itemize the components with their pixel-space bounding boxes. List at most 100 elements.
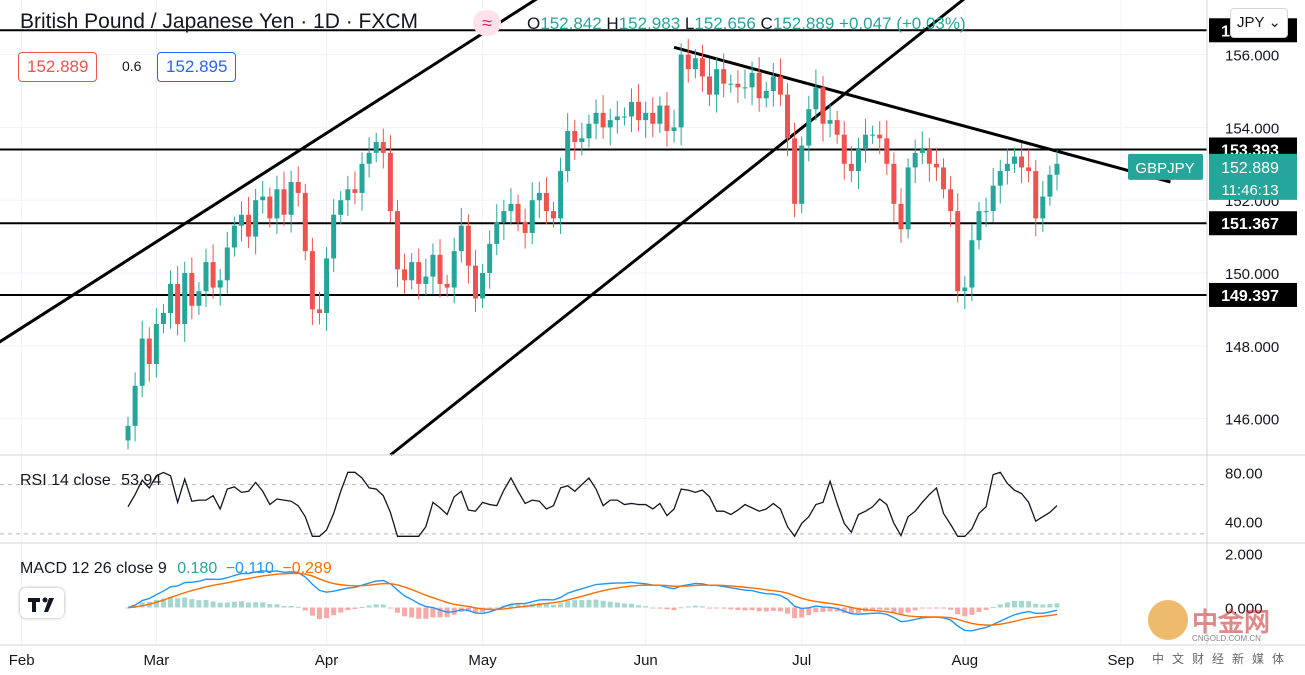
candle-body bbox=[352, 189, 358, 193]
price-tick-label: 154.000 bbox=[1225, 120, 1279, 137]
macd-histogram-bar bbox=[430, 607, 436, 618]
candle-body bbox=[295, 182, 301, 193]
cngold-logo-icon bbox=[1148, 600, 1188, 640]
candle-body bbox=[941, 167, 947, 190]
trendline bbox=[673, 45, 1171, 184]
candle-body bbox=[529, 200, 535, 233]
rsi-value: 53.94 bbox=[121, 472, 162, 489]
candle-body bbox=[933, 163, 939, 168]
currency-dropdown[interactable]: JPY ⌄ bbox=[1230, 8, 1288, 38]
candle-body bbox=[1054, 163, 1060, 175]
price-tick-label: 148.000 bbox=[1225, 339, 1279, 356]
candle-body bbox=[728, 83, 734, 85]
candle-body bbox=[387, 152, 393, 212]
macd-histogram-bar bbox=[579, 600, 585, 608]
macd-histogram-bar bbox=[983, 607, 989, 610]
macd-histogram-bar bbox=[792, 607, 798, 619]
time-tick-label: Aug bbox=[951, 652, 978, 669]
macd-histogram-bar bbox=[721, 607, 727, 609]
macd-histogram-bar bbox=[316, 607, 322, 620]
macd-histogram-bar bbox=[941, 607, 947, 609]
time-tick-label: Sep bbox=[1107, 652, 1134, 669]
signal-line bbox=[127, 572, 1058, 626]
wave-icon[interactable]: ≈ bbox=[473, 10, 501, 36]
rsi-pane: 80.00 40.00 bbox=[0, 465, 1263, 538]
macd-histogram-bar bbox=[139, 602, 145, 608]
candle-body bbox=[189, 273, 195, 306]
candle-body bbox=[742, 87, 748, 89]
candle-body bbox=[558, 171, 564, 219]
candle-body bbox=[175, 283, 181, 324]
candle-body bbox=[1011, 156, 1017, 164]
macd-histogram-bar bbox=[281, 605, 287, 608]
rsi-tick-label: 80.00 bbox=[1225, 465, 1263, 482]
candle-body bbox=[316, 309, 322, 314]
macd-histogram-bar bbox=[671, 607, 677, 611]
macd-histogram-bar bbox=[919, 607, 925, 609]
candle-body bbox=[699, 58, 705, 77]
macd-pane: 2.000 0.000 bbox=[125, 546, 1263, 632]
candle-body bbox=[990, 185, 996, 212]
macd-histogram-bar bbox=[699, 606, 705, 608]
cngold-watermark: 中金网 CNGOLD.COM.CN 中文财经新媒体 bbox=[1148, 600, 1298, 670]
candle-body bbox=[501, 211, 507, 223]
tradingview-logo[interactable] bbox=[20, 588, 64, 618]
candle-body bbox=[707, 76, 713, 95]
macd-histogram-bar bbox=[997, 604, 1003, 608]
macd-histogram-bar bbox=[707, 607, 713, 609]
macd-line bbox=[127, 570, 1058, 632]
candle-body bbox=[224, 247, 230, 281]
macd-histogram-bar bbox=[898, 607, 904, 615]
macd-histogram-bar bbox=[657, 607, 663, 609]
candle-body bbox=[884, 138, 890, 164]
macd-histogram-bar bbox=[231, 601, 237, 608]
candle-body bbox=[586, 123, 592, 139]
price-tags: 156.668153.393151.367149.397GBPJPY152.88… bbox=[1128, 18, 1297, 307]
candle-body bbox=[572, 131, 578, 142]
macd-histogram-bar bbox=[1033, 603, 1039, 608]
macd-histogram-bar bbox=[515, 603, 521, 608]
candle-body bbox=[636, 101, 642, 121]
candle-body bbox=[763, 91, 769, 99]
macd-histogram-bar bbox=[345, 607, 351, 611]
macd-legend[interactable]: MACD 12 26 close 9 0.180 −0.110 −0.289 bbox=[20, 560, 332, 578]
rsi-legend[interactable]: RSI 14 close 53.94 bbox=[20, 472, 161, 490]
macd-histogram-bar bbox=[175, 598, 181, 608]
macd-histogram-bar bbox=[855, 607, 861, 614]
candle-body bbox=[841, 134, 847, 164]
macd-histogram-bar bbox=[295, 606, 301, 608]
macd-histogram-bar bbox=[309, 607, 315, 616]
macd-histogram-bar bbox=[926, 607, 932, 609]
level-tag-label: 151.367 bbox=[1221, 216, 1279, 233]
macd-histogram-bar bbox=[487, 607, 493, 610]
macd-histogram-bar bbox=[877, 607, 883, 610]
macd-histogram-bar bbox=[799, 607, 805, 618]
price-tick-label: 150.000 bbox=[1225, 266, 1279, 283]
macd-histogram-bar bbox=[600, 600, 606, 608]
time-axis: Feb Mar Apr May Jun Jul Aug Sep bbox=[9, 652, 1134, 669]
trendline bbox=[0, 0, 538, 344]
candle-body bbox=[423, 276, 429, 284]
candle-body bbox=[983, 211, 989, 213]
candle-body bbox=[976, 211, 982, 241]
level-tag-label: 149.397 bbox=[1221, 288, 1279, 305]
candle-body bbox=[657, 105, 663, 124]
buy-price-button[interactable]: 152.895 bbox=[157, 52, 237, 82]
candle-body bbox=[579, 138, 585, 142]
candle-body bbox=[955, 211, 961, 292]
macd-histogram-bar bbox=[352, 607, 358, 610]
rsi-label: RSI 14 close bbox=[20, 472, 111, 489]
macd-histogram-bar bbox=[274, 604, 280, 608]
candle-body bbox=[919, 149, 925, 153]
macd-histogram-bar bbox=[749, 607, 755, 611]
macd-histogram-bar bbox=[224, 602, 230, 608]
candle-body bbox=[203, 262, 209, 292]
macd-histogram-bar bbox=[168, 596, 174, 608]
candle-body bbox=[536, 192, 542, 201]
symbol-title[interactable]: British Pound / Japanese Yen · 1D · FXCM bbox=[20, 10, 419, 33]
macd-histogram-bar bbox=[905, 607, 911, 613]
time-tick-label: Feb bbox=[9, 652, 35, 669]
sell-price-button[interactable]: 152.889 bbox=[18, 52, 98, 82]
candle-body bbox=[1040, 196, 1046, 219]
